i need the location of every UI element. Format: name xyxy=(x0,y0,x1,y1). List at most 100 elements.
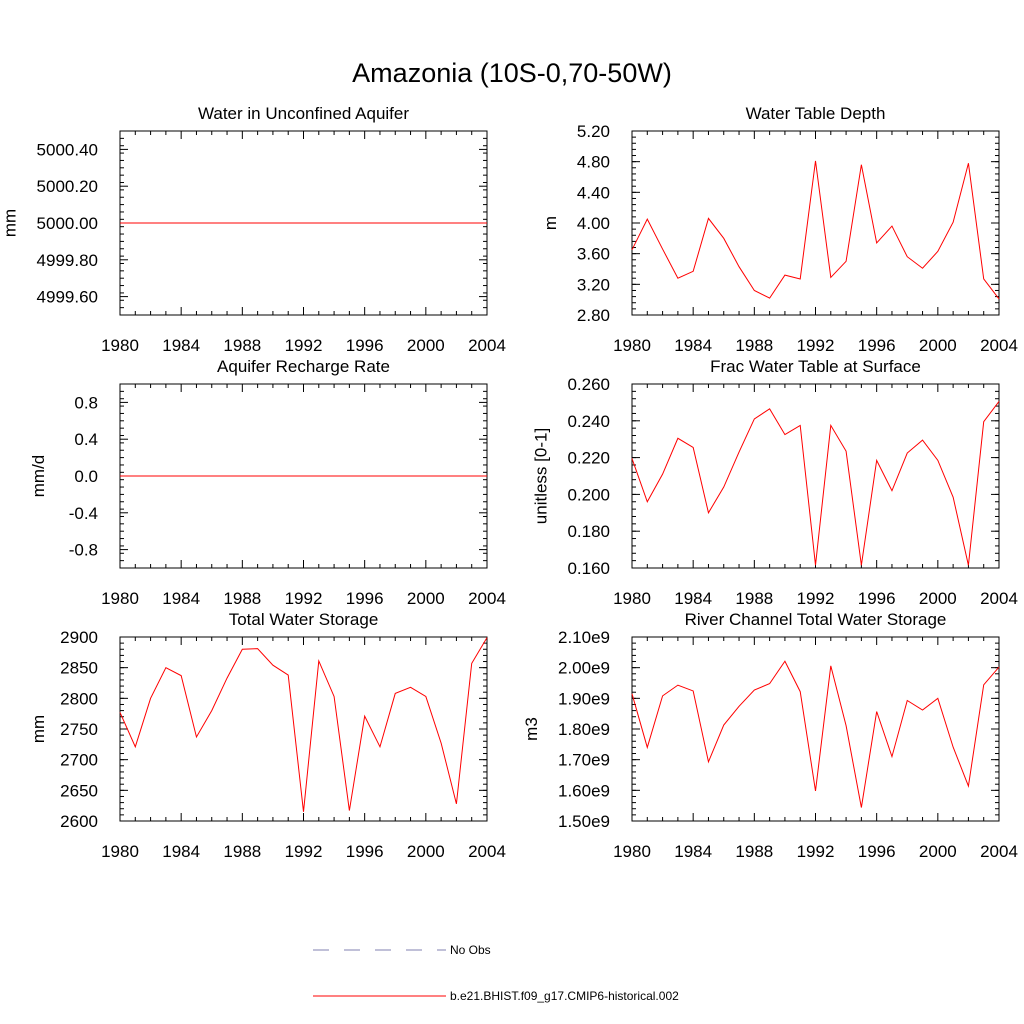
y-axis-label: mm xyxy=(29,715,48,743)
x-tick-label: 1988 xyxy=(735,336,773,355)
plot-frame xyxy=(631,636,1000,822)
plot-frame xyxy=(119,636,488,822)
x-tick-label: 1984 xyxy=(162,589,200,608)
y-tick-label: 2750 xyxy=(60,720,98,739)
y-tick-label: 2800 xyxy=(60,689,98,708)
x-tick-label: 1984 xyxy=(162,842,200,861)
y-tick-label: 1.80e9 xyxy=(558,720,610,739)
y-tick-label: 0.260 xyxy=(567,375,610,394)
legend: No Obs b.e21.BHIST.f09_g17.CMIP6-histori… xyxy=(313,943,679,1003)
x-tick-label: 1980 xyxy=(613,589,651,608)
y-tick-label: 5000.00 xyxy=(37,214,98,233)
x-tick-label: 1984 xyxy=(674,336,712,355)
y-tick-label: 0.180 xyxy=(567,522,610,541)
x-tick-label: 2004 xyxy=(980,842,1018,861)
y-tick-label: 1.60e9 xyxy=(558,781,610,800)
y-tick-label: 2650 xyxy=(60,781,98,800)
x-tick-label: 2000 xyxy=(919,842,957,861)
series-line-river-channel-total-water-storage xyxy=(631,660,1000,808)
panel-title: Total Water Storage xyxy=(229,610,379,629)
x-tick-label: 1992 xyxy=(797,336,835,355)
x-tick-label: 1992 xyxy=(285,842,323,861)
x-tick-label: 1992 xyxy=(797,842,835,861)
y-tick-label: 4.80 xyxy=(577,153,610,172)
y-tick-label: 4.00 xyxy=(577,214,610,233)
y-tick-label: 0.240 xyxy=(567,412,610,431)
legend-label-model: b.e21.BHIST.f09_g17.CMIP6-historical.002 xyxy=(450,989,679,1003)
x-tick-label: 1996 xyxy=(346,842,384,861)
y-tick-label: 1.90e9 xyxy=(558,689,610,708)
panel-title: Water Table Depth xyxy=(746,104,886,123)
y-axis-label: unitless [0-1] xyxy=(532,428,551,524)
y-tick-label: 3.60 xyxy=(577,245,610,264)
panel-title: River Channel Total Water Storage xyxy=(685,610,947,629)
x-tick-label: 2004 xyxy=(468,336,506,355)
x-tick-label: 1980 xyxy=(101,336,139,355)
x-tick-label: 1980 xyxy=(101,842,139,861)
x-tick-label: 2000 xyxy=(919,336,957,355)
y-tick-label: -0.8 xyxy=(69,541,98,560)
y-axis-label: mm xyxy=(1,209,20,237)
x-tick-label: 1996 xyxy=(858,842,896,861)
panel-aquifer-recharge-rate: 1980 1984 1988 1992 1996 2000 2004 -0.8 -0.4 0.0 0… xyxy=(29,357,506,608)
x-tick-label: 1984 xyxy=(674,842,712,861)
x-tick-label: 1980 xyxy=(613,842,651,861)
y-tick-label: 0.200 xyxy=(567,485,610,504)
x-tick-label: 2000 xyxy=(407,842,445,861)
x-tick-label: 2004 xyxy=(980,589,1018,608)
panel-frac-water-table-at-surface: 1980 1984 1988 1992 1996 2000 2004 0.160 0.180 0.… xyxy=(532,357,1018,608)
series-line-water-table-depth xyxy=(631,160,1000,300)
y-tick-label: 1.50e9 xyxy=(558,812,610,831)
y-tick-label: 2850 xyxy=(60,659,98,678)
y-tick-label: 0.220 xyxy=(567,449,610,468)
y-axis-label: mm/d xyxy=(29,455,48,498)
y-tick-label: 5.20 xyxy=(577,122,610,141)
panel-title: Aquifer Recharge Rate xyxy=(217,357,390,376)
y-tick-label: 2900 xyxy=(60,628,98,647)
y-tick-label: 0.8 xyxy=(74,393,98,412)
panel-title: Frac Water Table at Surface xyxy=(710,357,921,376)
x-tick-label: 2004 xyxy=(980,336,1018,355)
x-tick-label: 1996 xyxy=(858,336,896,355)
y-tick-label: 2600 xyxy=(60,812,98,831)
y-tick-label: 4999.80 xyxy=(37,251,98,270)
x-tick-label: 1996 xyxy=(346,336,384,355)
x-tick-label: 2004 xyxy=(468,842,506,861)
y-tick-label: 2700 xyxy=(60,751,98,770)
panel-water-in-unconfined-aquifer: 1980 1984 1988 1992 1996 2000 2004 4999.60 4999.… xyxy=(1,104,506,355)
y-axis-label: m xyxy=(541,216,560,230)
panel-river-channel-total-water-storage: 1980 1984 1988 1992 1996 2000 2004 1.50e9 1.60e9… xyxy=(522,610,1018,861)
y-tick-label: -0.4 xyxy=(69,504,98,523)
x-tick-label: 2000 xyxy=(919,589,957,608)
x-tick-label: 1988 xyxy=(223,589,261,608)
x-tick-label: 1996 xyxy=(858,589,896,608)
x-tick-label: 2000 xyxy=(407,589,445,608)
x-tick-label: 1980 xyxy=(613,336,651,355)
panel-water-table-depth: 1980 1984 1988 1992 1996 2000 2004 2.80 3.20 3.60… xyxy=(541,104,1018,355)
y-tick-label: 5000.20 xyxy=(37,177,98,196)
y-tick-label: 4999.60 xyxy=(37,288,98,307)
y-tick-label: 2.00e9 xyxy=(558,659,610,678)
series-line-frac-water-table-at-surface xyxy=(631,401,1000,566)
x-tick-label: 1992 xyxy=(285,336,323,355)
x-tick-label: 1984 xyxy=(674,589,712,608)
x-tick-label: 1992 xyxy=(797,589,835,608)
y-tick-label: 0.4 xyxy=(74,430,98,449)
x-tick-label: 1992 xyxy=(285,589,323,608)
plot-frame xyxy=(631,130,1000,316)
x-tick-label: 1988 xyxy=(735,842,773,861)
panel-total-water-storage: 1980 1984 1988 1992 1996 2000 2004 2600 2650 2700… xyxy=(29,610,506,861)
legend-label-no-obs: No Obs xyxy=(450,943,491,957)
x-tick-label: 1996 xyxy=(346,589,384,608)
x-tick-label: 1988 xyxy=(735,589,773,608)
y-axis-label: m3 xyxy=(522,717,541,741)
y-tick-label: 5000.40 xyxy=(37,140,98,159)
y-tick-label: 2.80 xyxy=(577,306,610,325)
y-tick-label: 4.40 xyxy=(577,183,610,202)
x-tick-label: 2004 xyxy=(468,589,506,608)
y-tick-label: 0.0 xyxy=(74,467,98,486)
x-tick-label: 2000 xyxy=(407,336,445,355)
x-tick-label: 1980 xyxy=(101,589,139,608)
x-tick-label: 1988 xyxy=(223,842,261,861)
